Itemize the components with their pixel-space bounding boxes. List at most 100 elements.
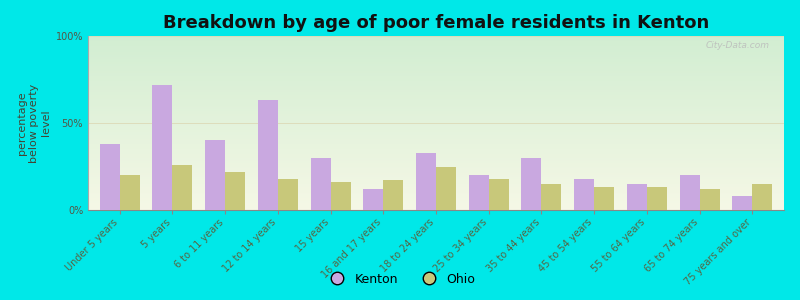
Bar bbox=[225, 172, 245, 210]
Bar bbox=[88, 165, 784, 167]
Bar bbox=[88, 125, 784, 127]
Bar bbox=[436, 167, 456, 210]
Bar bbox=[88, 50, 784, 52]
Bar bbox=[88, 64, 784, 66]
Bar bbox=[88, 154, 784, 156]
Bar bbox=[383, 180, 403, 210]
Bar bbox=[522, 158, 542, 210]
Bar bbox=[489, 179, 509, 210]
Bar bbox=[88, 121, 784, 123]
Bar bbox=[88, 43, 784, 45]
Bar bbox=[88, 168, 784, 170]
Bar bbox=[88, 85, 784, 86]
Bar bbox=[647, 188, 667, 210]
Bar bbox=[88, 41, 784, 43]
Bar bbox=[732, 196, 752, 210]
Bar bbox=[88, 188, 784, 189]
Bar bbox=[88, 104, 784, 106]
Bar bbox=[88, 149, 784, 151]
Bar bbox=[88, 134, 784, 135]
Bar bbox=[680, 175, 700, 210]
Bar bbox=[88, 196, 784, 198]
Bar bbox=[88, 130, 784, 132]
Bar bbox=[627, 184, 647, 210]
Bar bbox=[88, 158, 784, 160]
Bar bbox=[88, 156, 784, 158]
Bar bbox=[310, 158, 330, 210]
Bar bbox=[88, 146, 784, 147]
Bar bbox=[152, 85, 172, 210]
Bar bbox=[88, 142, 784, 144]
Bar bbox=[88, 99, 784, 100]
Bar bbox=[88, 132, 784, 134]
Bar bbox=[88, 38, 784, 40]
Title: Breakdown by age of poor female residents in Kenton: Breakdown by age of poor female resident… bbox=[163, 14, 709, 32]
Bar bbox=[88, 95, 784, 97]
Bar bbox=[752, 184, 773, 210]
Bar bbox=[330, 182, 350, 210]
Bar bbox=[88, 100, 784, 102]
Bar bbox=[574, 179, 594, 210]
Bar bbox=[88, 127, 784, 128]
Bar bbox=[88, 107, 784, 109]
Bar bbox=[100, 144, 120, 210]
Bar bbox=[120, 175, 140, 210]
Bar bbox=[88, 172, 784, 173]
Bar bbox=[88, 186, 784, 188]
Bar bbox=[88, 173, 784, 175]
Bar bbox=[88, 114, 784, 116]
Bar bbox=[88, 36, 784, 38]
Legend: Kenton, Ohio: Kenton, Ohio bbox=[319, 268, 481, 291]
Bar bbox=[88, 193, 784, 194]
Bar bbox=[88, 116, 784, 118]
Bar bbox=[88, 78, 784, 80]
Bar bbox=[88, 46, 784, 48]
Bar bbox=[88, 40, 784, 41]
Bar bbox=[172, 165, 193, 210]
Bar bbox=[88, 67, 784, 69]
Bar bbox=[88, 137, 784, 139]
Bar bbox=[88, 203, 784, 205]
Bar bbox=[88, 139, 784, 140]
Bar bbox=[88, 55, 784, 57]
Bar bbox=[88, 86, 784, 88]
Bar bbox=[88, 60, 784, 62]
Bar bbox=[88, 57, 784, 58]
Bar bbox=[88, 206, 784, 208]
Bar bbox=[88, 48, 784, 50]
Bar bbox=[469, 175, 489, 210]
Bar bbox=[88, 52, 784, 53]
Bar bbox=[88, 160, 784, 161]
Bar bbox=[88, 92, 784, 93]
Bar bbox=[88, 123, 784, 125]
Bar bbox=[88, 112, 784, 114]
Bar bbox=[88, 93, 784, 95]
Bar bbox=[88, 161, 784, 163]
Bar bbox=[88, 201, 784, 203]
Bar bbox=[88, 163, 784, 165]
Bar bbox=[88, 177, 784, 179]
Bar bbox=[88, 167, 784, 168]
Bar bbox=[88, 69, 784, 71]
Bar bbox=[88, 119, 784, 121]
Bar bbox=[88, 189, 784, 191]
Bar bbox=[88, 144, 784, 146]
Bar bbox=[88, 118, 784, 119]
Bar bbox=[88, 106, 784, 107]
Bar bbox=[594, 188, 614, 210]
Bar bbox=[88, 179, 784, 180]
Bar bbox=[88, 175, 784, 177]
Bar bbox=[88, 208, 784, 210]
Bar bbox=[416, 153, 436, 210]
Bar bbox=[88, 205, 784, 206]
Bar bbox=[88, 180, 784, 182]
Bar bbox=[88, 45, 784, 46]
Bar bbox=[88, 111, 784, 112]
Bar bbox=[88, 74, 784, 76]
Bar bbox=[88, 140, 784, 142]
Bar bbox=[88, 66, 784, 67]
Bar bbox=[88, 76, 784, 78]
Bar bbox=[88, 184, 784, 186]
Bar bbox=[700, 189, 720, 210]
Y-axis label: percentage
below poverty
level: percentage below poverty level bbox=[17, 83, 51, 163]
